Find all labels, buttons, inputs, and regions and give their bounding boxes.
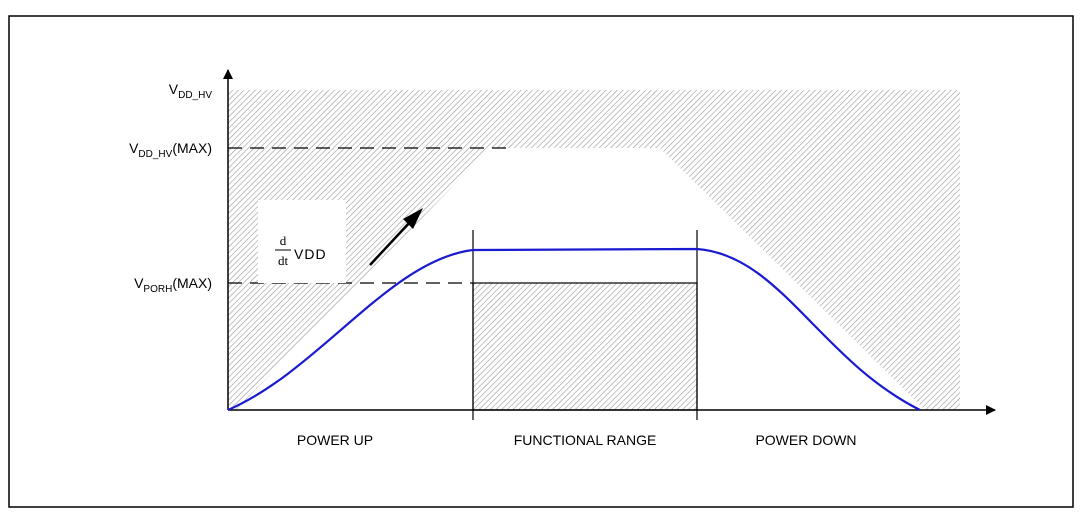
y-label-sub: PORH	[143, 284, 172, 295]
y-label-suffix: (MAX)	[172, 140, 212, 156]
y-label-suffix: (MAX)	[172, 275, 212, 291]
y-label-main: V	[134, 275, 144, 291]
arrow-head	[403, 208, 423, 229]
vdd-curve	[227, 247, 921, 412]
y-label: VDD_HV	[169, 81, 213, 101]
frame	[8, 15, 1074, 508]
derivative-text: VDD	[294, 246, 327, 262]
y-label: VPORH(MAX)	[134, 275, 212, 295]
region-label: POWER DOWN	[755, 432, 856, 448]
region-label: POWER UP	[297, 432, 373, 448]
y-label-sub: DD_HV	[138, 149, 172, 160]
arrow	[369, 221, 411, 266]
derivative-denominator: dt	[278, 253, 289, 268]
functional-box	[472, 282, 698, 411]
y-label-main: V	[169, 81, 179, 97]
derivative-box	[258, 200, 346, 283]
y-label-sub: DD_HV	[178, 90, 212, 101]
region-label: FUNCTIONAL RANGE	[514, 432, 657, 448]
derivative-numerator: d	[280, 233, 287, 248]
y-label-main: V	[129, 140, 139, 156]
y-label: VDD_HV(MAX)	[129, 140, 212, 160]
safe-area	[236, 148, 925, 410]
